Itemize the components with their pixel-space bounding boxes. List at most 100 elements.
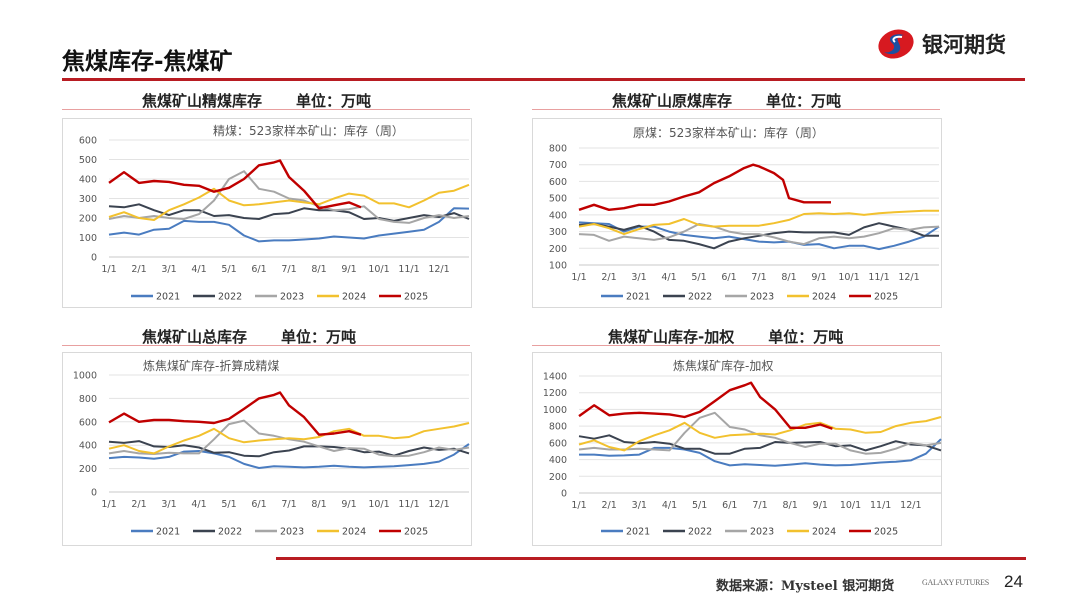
x-tick-label: 1/1 [101, 264, 116, 275]
series-line-2022 [578, 434, 942, 455]
y-tick-label: 400 [549, 455, 567, 466]
y-tick-label: 100 [79, 233, 97, 244]
x-tick-label: 12/1 [428, 264, 449, 275]
x-tick-label: 10/1 [838, 272, 859, 283]
x-tick-label: 9/1 [811, 272, 826, 283]
x-tick-label: 6/1 [721, 272, 736, 283]
x-tick-label: 10/1 [368, 499, 389, 510]
series-line-2021 [108, 207, 470, 243]
panel-header-raw-coal: 焦煤矿山原煤库存 单位：万吨 [532, 90, 940, 110]
x-tick-label: 5/1 [692, 500, 707, 511]
x-tick-label: 7/1 [281, 264, 296, 275]
galaxy-logo-icon [878, 29, 914, 59]
panel-unit: 单位：万吨 [281, 328, 357, 346]
legend-label: 2025 [874, 527, 898, 538]
legend-label: 2024 [812, 527, 836, 538]
x-tick-label: 1/1 [571, 272, 586, 283]
page-title: 焦煤库存-焦煤矿 [62, 49, 233, 75]
series-line-2023 [108, 170, 470, 224]
x-tick-label: 2/1 [131, 264, 146, 275]
x-tick-label: 10/1 [840, 500, 861, 511]
y-tick-label: 500 [79, 155, 97, 166]
y-tick-label: 600 [549, 177, 567, 188]
legend-label: 2024 [812, 292, 836, 303]
x-tick-label: 2/1 [601, 272, 616, 283]
panel-title: 焦煤矿山原煤库存 [612, 92, 733, 110]
legend-label: 2023 [750, 527, 774, 538]
y-tick-label: 0 [561, 489, 567, 500]
logo-text: 银河期货 [922, 33, 1006, 57]
x-tick-label: 1/1 [101, 499, 116, 510]
x-tick-label: 4/1 [191, 264, 206, 275]
panel-unit: 单位：万吨 [296, 92, 372, 110]
y-tick-label: 1200 [543, 388, 567, 399]
x-tick-label: 11/1 [398, 264, 419, 275]
y-tick-label: 300 [549, 227, 567, 238]
legend-label: 2022 [218, 292, 242, 303]
panel-title: 焦煤矿山库存-加权 [608, 328, 735, 346]
chart-svg: 炼焦煤矿库存-折算成精煤 0 200 400 600 800 1000 1/1 2/1 3/1 4/… [73, 358, 470, 538]
x-tick-label: 3/1 [632, 500, 647, 511]
series-line-2023 [578, 223, 940, 246]
x-tick-label: 9/1 [341, 264, 356, 275]
y-tick-label: 800 [79, 394, 97, 405]
series-line-2025 [578, 163, 831, 212]
x-tick-label: 12/1 [900, 500, 921, 511]
x-tick-label: 11/1 [870, 500, 891, 511]
series-line-2025 [108, 159, 362, 210]
x-tick-label: 4/1 [191, 499, 206, 510]
chart-raw-coal-inventory: 原煤：523家样本矿山：库存（周） 100 200 300 400 500 600 700 80… [532, 118, 942, 308]
y-tick-label: 400 [79, 441, 97, 452]
y-tick-label: 600 [549, 438, 567, 449]
x-tick-label: 4/1 [661, 272, 676, 283]
series-line-2023 [108, 419, 470, 458]
x-tick-label: 2/1 [602, 500, 617, 511]
y-tick-label: 1400 [543, 372, 567, 383]
chart-title: 原煤：523家样本矿山：库存（周） [633, 125, 824, 140]
chart-svg: 炼焦煤矿库存-加权 0 200 400 600 800 1000 1200 1400 1/1 2/1… [543, 358, 942, 538]
x-tick-label: 9/1 [341, 499, 356, 510]
x-tick-label: 10/1 [368, 264, 389, 275]
legend-label: 2022 [688, 527, 712, 538]
y-tick-label: 1000 [543, 405, 567, 416]
footer-divider [276, 557, 1026, 560]
page-number: 24 [1004, 572, 1023, 591]
y-tick-label: 800 [549, 144, 567, 155]
series-line-2025 [108, 391, 362, 436]
x-tick-label: 8/1 [311, 264, 326, 275]
y-tick-label: 700 [549, 160, 567, 171]
x-tick-label: 7/1 [752, 500, 767, 511]
y-tick-label: 200 [79, 464, 97, 475]
panel-unit: 单位：万吨 [766, 92, 842, 110]
chart-title: 炼焦煤矿库存-加权 [673, 358, 773, 373]
x-tick-label: 6/1 [251, 264, 266, 275]
y-tick-label: 500 [549, 194, 567, 205]
legend-label: 2021 [626, 527, 650, 538]
x-tick-label: 5/1 [691, 272, 706, 283]
x-tick-label: 2/1 [131, 499, 146, 510]
x-tick-label: 4/1 [662, 500, 677, 511]
x-tick-label: 9/1 [813, 500, 828, 511]
y-tick-label: 1000 [73, 371, 97, 382]
series-line-2022 [108, 203, 470, 222]
series-line-2024 [108, 422, 470, 455]
y-tick-label: 400 [549, 210, 567, 221]
x-tick-label: 11/1 [868, 272, 889, 283]
panel-unit: 单位：万吨 [768, 328, 844, 346]
series-line-2022 [578, 222, 939, 250]
panel-header-refined-coal: 焦煤矿山精煤库存 单位：万吨 [62, 90, 470, 110]
legend-label: 2024 [342, 527, 366, 538]
y-tick-label: 0 [91, 488, 97, 499]
y-tick-label: 200 [79, 214, 97, 225]
legend-label: 2021 [156, 292, 180, 303]
brand-english: GALAXY FUTURES [922, 578, 989, 587]
x-tick-label: 7/1 [751, 272, 766, 283]
legend-label: 2023 [280, 527, 304, 538]
x-tick-label: 12/1 [898, 272, 919, 283]
y-tick-label: 100 [549, 261, 567, 272]
legend-label: 2021 [156, 527, 180, 538]
series-line-2023 [578, 411, 942, 455]
series-line-2024 [578, 416, 942, 452]
y-tick-label: 800 [549, 422, 567, 433]
series-line-2024 [108, 183, 470, 221]
